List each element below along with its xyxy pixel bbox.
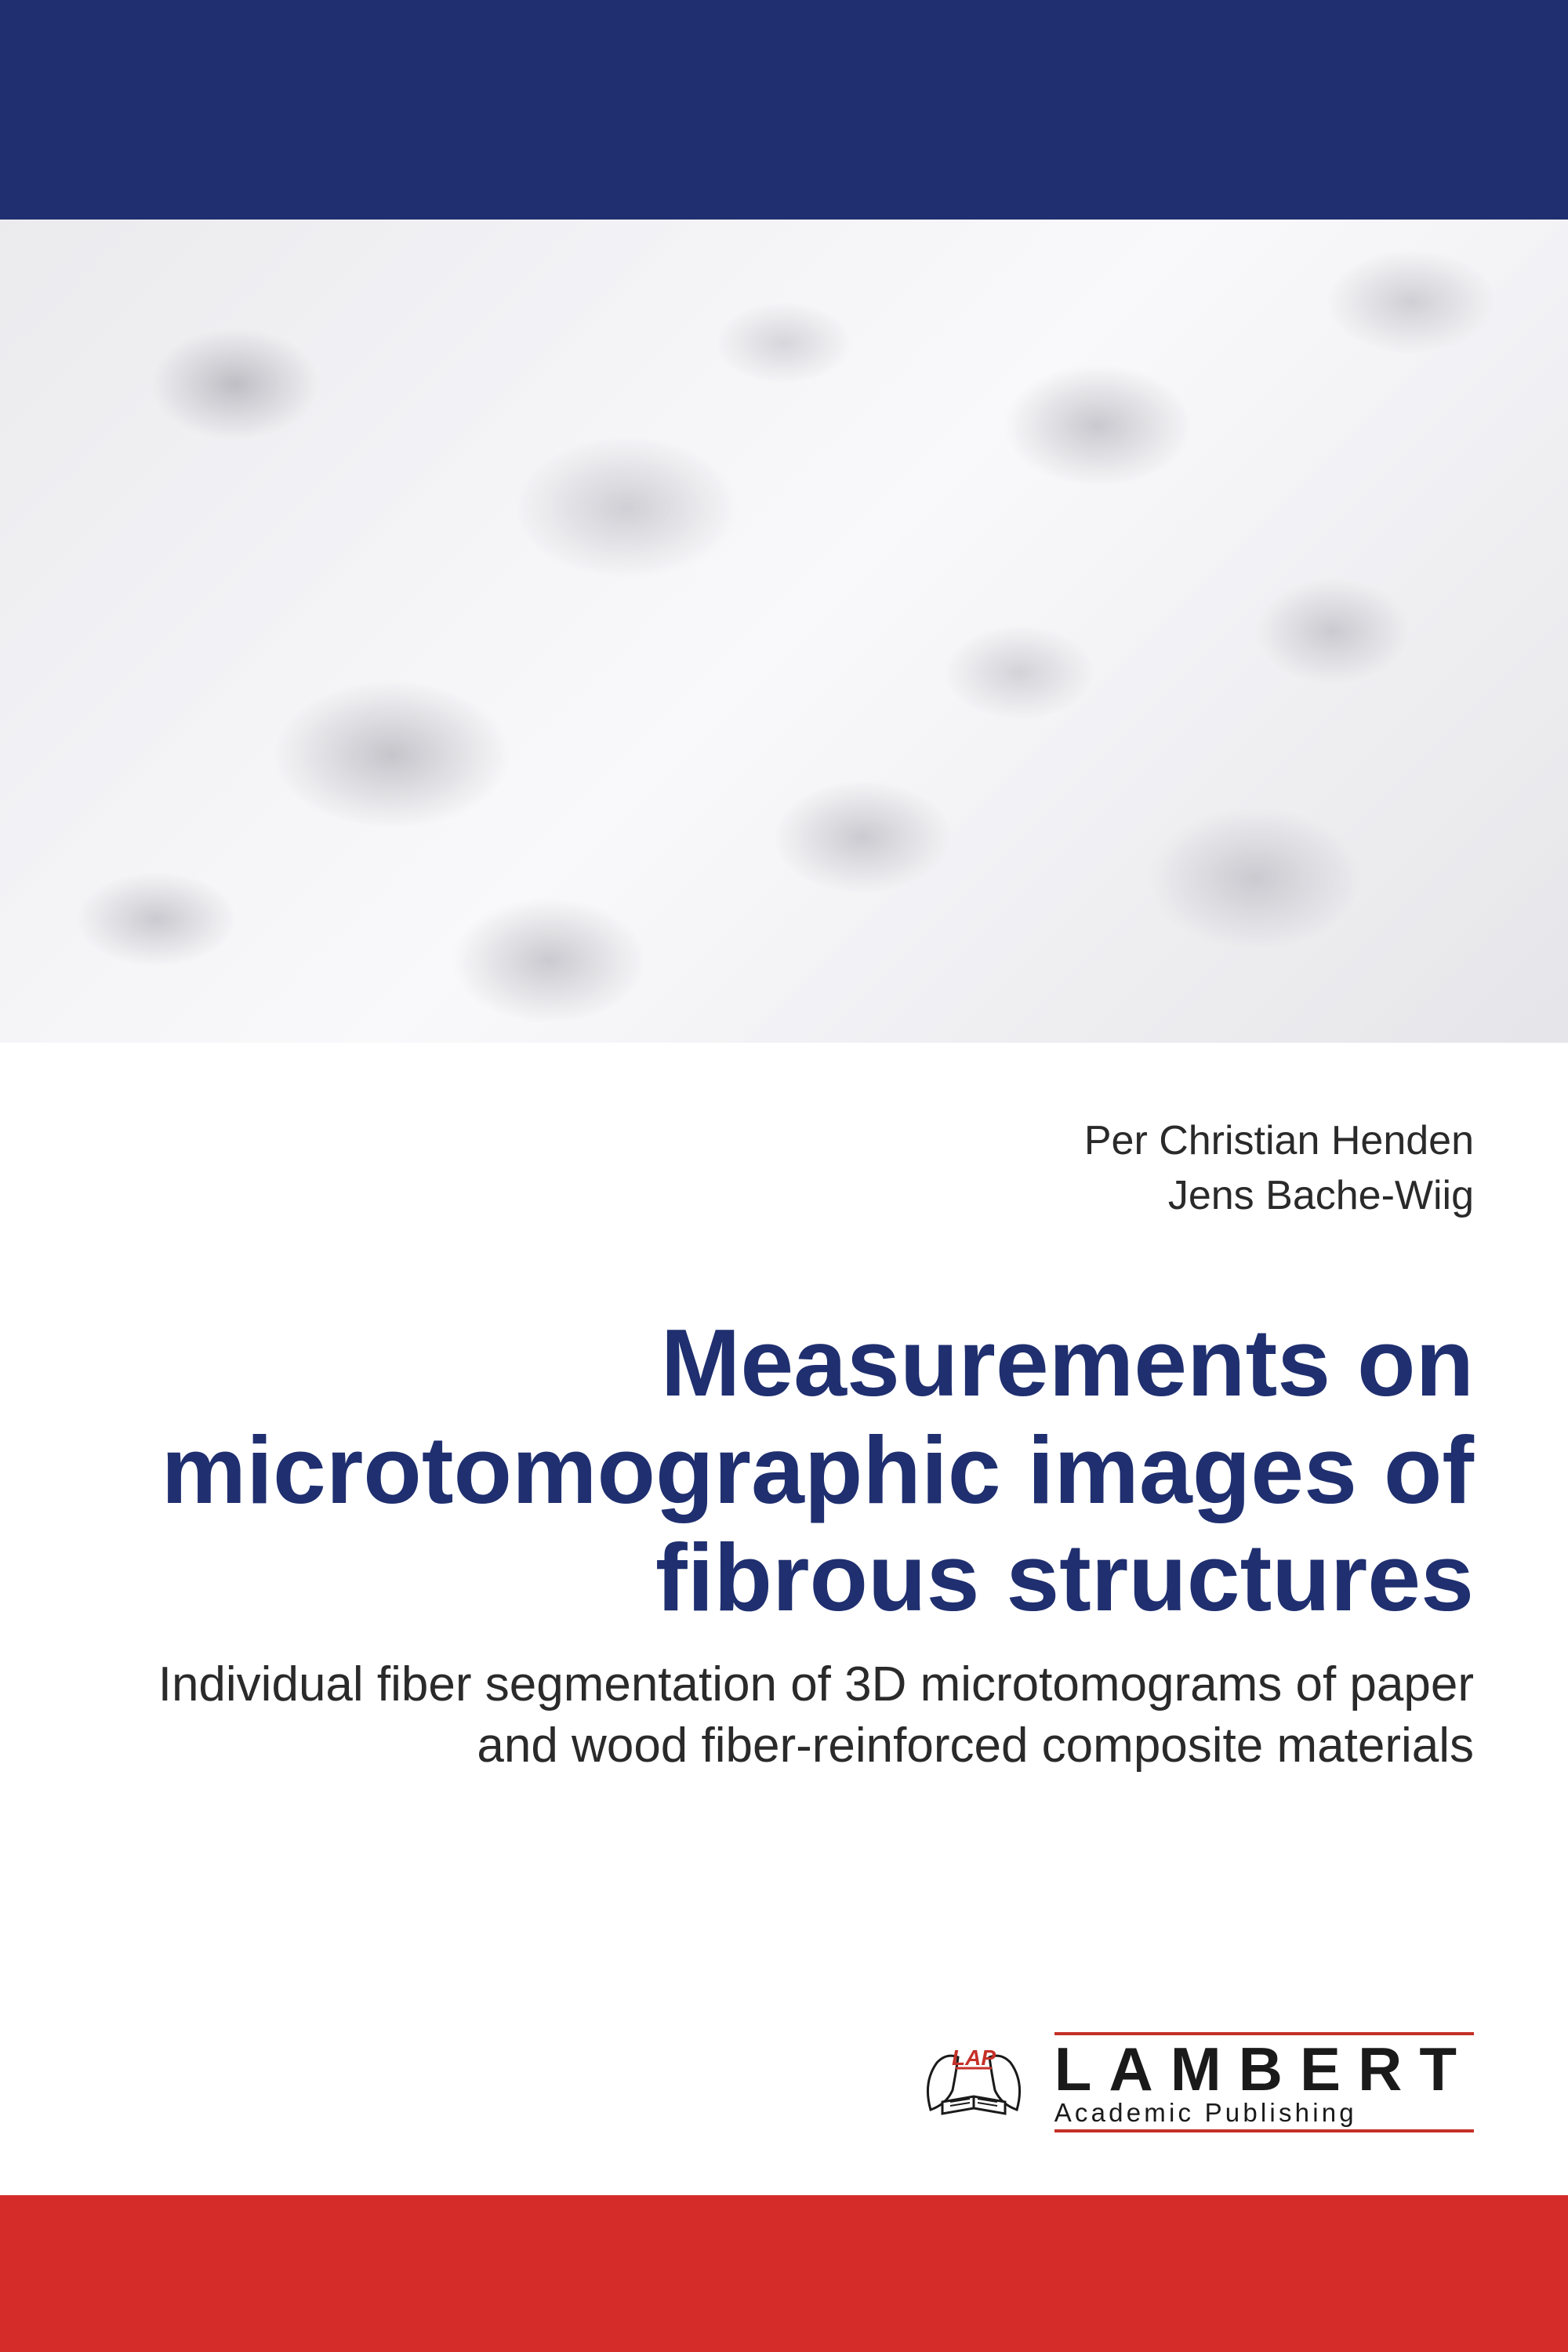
- publisher-name: LAMBERT: [1054, 2038, 1474, 2100]
- author-line-1: Per Christian Henden: [94, 1113, 1474, 1168]
- cover-texture-image: [0, 220, 1568, 1043]
- author-line-2: Jens Bache-Wiig: [94, 1168, 1474, 1223]
- publisher-logo-icon: LAP: [915, 2035, 1033, 2129]
- authors-block: Per Christian Henden Jens Bache-Wiig: [94, 1113, 1474, 1223]
- book-subtitle: Individual fiber segmentation of 3D micr…: [94, 1654, 1474, 1776]
- publisher-badge-text: LAP: [952, 2045, 996, 2070]
- publisher-text-block: LAMBERT Academic Publishing: [1054, 2032, 1474, 2132]
- bottom-color-band: [0, 2195, 1568, 2352]
- publisher-tagline: Academic Publishing: [1054, 2098, 1474, 2128]
- book-title: Measurements on microtomographic images …: [94, 1309, 1474, 1631]
- cover-text-block: Per Christian Henden Jens Bache-Wiig Mea…: [0, 1043, 1568, 1776]
- top-color-band: [0, 0, 1568, 220]
- publisher-block: LAP LAMBERT Academic Publishing: [915, 2032, 1474, 2132]
